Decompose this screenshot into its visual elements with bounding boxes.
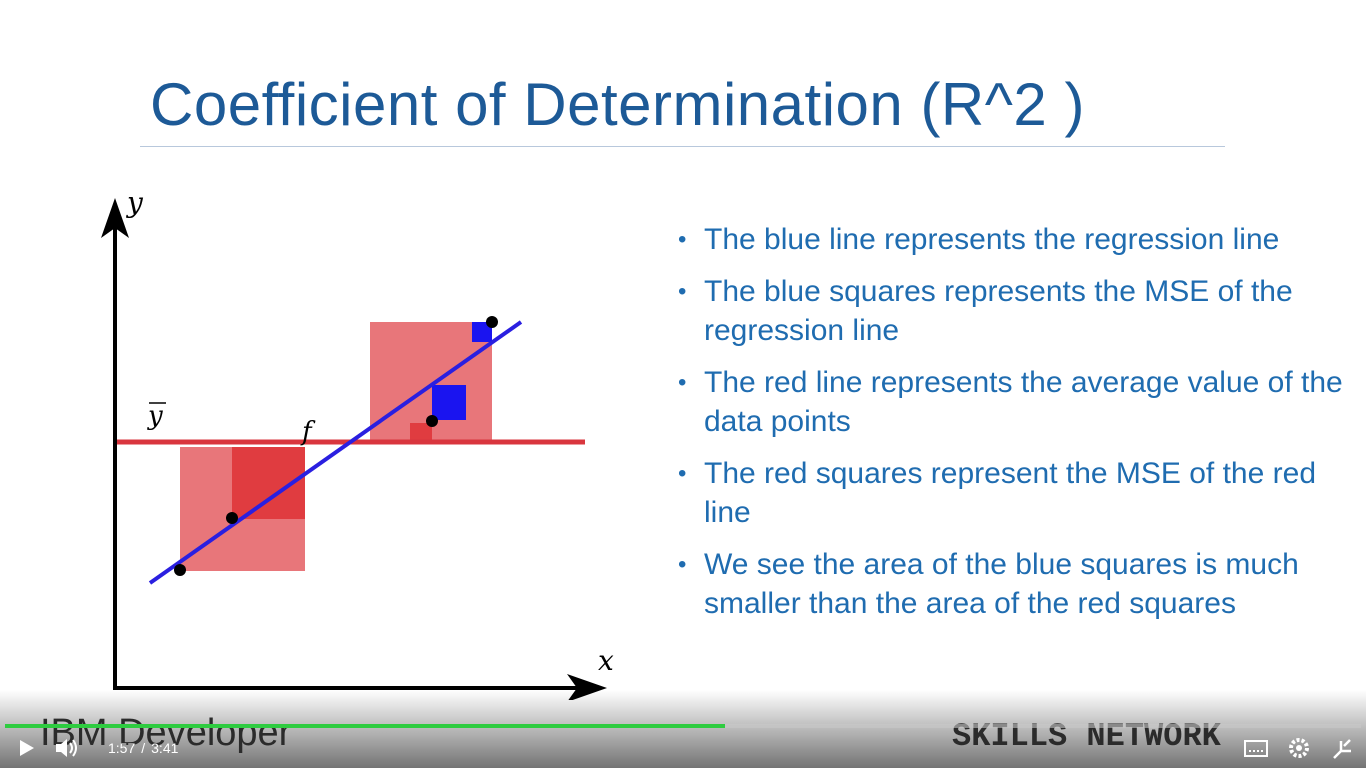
slide-title: Coefficient of Determination (R^2 ) [150,71,1085,138]
player-overlay [0,690,1366,768]
bullet: The red squares represent the MSE of the… [678,454,1353,532]
time-display: 1:57 / 3:41 [105,740,181,756]
progress-played [5,724,725,728]
red-square [410,423,432,440]
data-point [426,415,438,427]
bullet: We see the area of the blue squares is m… [678,545,1353,623]
y-arrow [101,198,129,238]
blue-square [472,322,492,342]
mean-label: y [147,401,163,431]
y-axis-label: y [125,186,144,219]
ibm-developer-logo: IBM Developer [40,712,292,754]
diagram: y x y f [101,186,614,700]
bullet: The red line represents the average valu… [678,363,1353,441]
data-point [174,564,186,576]
current-time: 1:57 [108,740,136,756]
x-axis-label: x [598,644,614,677]
bullet-list: The blue line represents the regression … [678,220,1353,636]
blue-square [432,385,466,420]
bullet: The blue squares represents the MSE of t… [678,272,1353,350]
bullet: The blue line represents the regression … [678,220,1353,259]
data-point [226,512,238,524]
data-point [486,316,498,328]
title-rule [140,146,1225,147]
duration: 3:41 [151,740,179,756]
time-separator: / [141,740,146,756]
regression-line [148,320,523,585]
